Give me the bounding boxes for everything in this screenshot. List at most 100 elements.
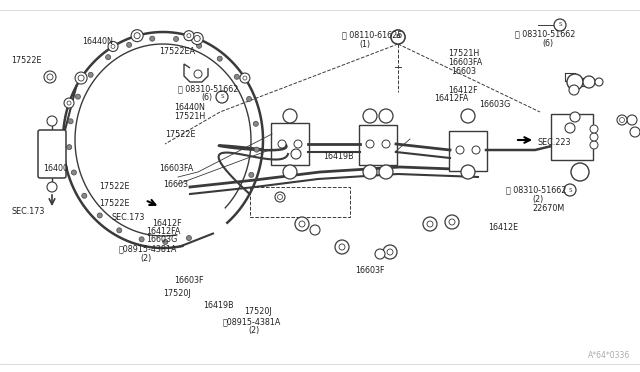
Text: 16603G: 16603G [146, 235, 177, 244]
Circle shape [461, 109, 475, 123]
Circle shape [278, 140, 286, 148]
Circle shape [217, 56, 222, 61]
Circle shape [564, 184, 576, 196]
Circle shape [445, 215, 459, 229]
Circle shape [387, 249, 393, 255]
Text: Ⓢ 08310-51662: Ⓢ 08310-51662 [506, 185, 566, 194]
Text: 17520J: 17520J [244, 307, 272, 316]
Circle shape [583, 76, 595, 88]
Text: 17522E: 17522E [12, 56, 42, 65]
Circle shape [427, 221, 433, 227]
Circle shape [108, 41, 118, 51]
Circle shape [187, 34, 191, 38]
Circle shape [67, 145, 72, 150]
Circle shape [106, 55, 111, 60]
Circle shape [291, 149, 301, 159]
Text: 17521H: 17521H [174, 112, 205, 121]
Text: (6): (6) [543, 39, 554, 48]
Circle shape [173, 36, 179, 42]
Circle shape [278, 195, 282, 199]
Circle shape [163, 240, 168, 244]
Circle shape [567, 74, 583, 90]
Circle shape [78, 75, 84, 81]
Circle shape [194, 70, 202, 78]
Circle shape [253, 121, 259, 126]
Text: 16419B: 16419B [204, 301, 234, 310]
Text: 16603FA: 16603FA [448, 58, 483, 67]
Text: SEC.173: SEC.173 [112, 213, 145, 222]
Text: S: S [568, 187, 572, 192]
Text: 17521H: 17521H [448, 49, 479, 58]
FancyBboxPatch shape [551, 114, 593, 160]
Text: 16412E: 16412E [488, 223, 518, 232]
Circle shape [379, 109, 393, 123]
Circle shape [240, 73, 250, 83]
Circle shape [595, 78, 603, 86]
Text: 16412FA: 16412FA [434, 94, 468, 103]
Circle shape [75, 72, 87, 84]
Circle shape [283, 109, 297, 123]
Circle shape [294, 140, 302, 148]
Text: 16603F: 16603F [174, 276, 204, 285]
Circle shape [47, 116, 57, 126]
Text: 17522EA: 17522EA [159, 47, 195, 56]
Text: 16603: 16603 [163, 180, 188, 189]
Circle shape [382, 140, 390, 148]
Circle shape [590, 133, 598, 141]
Circle shape [423, 217, 437, 231]
Circle shape [571, 163, 589, 181]
Text: Ⓦ08915-4381A: Ⓦ08915-4381A [223, 317, 281, 326]
Text: 16440N: 16440N [82, 37, 113, 46]
Circle shape [243, 76, 247, 80]
Text: S: S [558, 22, 562, 28]
Circle shape [569, 85, 579, 95]
Text: B: B [396, 35, 401, 39]
Circle shape [47, 74, 53, 80]
Circle shape [379, 165, 393, 179]
Circle shape [134, 33, 140, 39]
Circle shape [72, 170, 76, 175]
Circle shape [449, 219, 455, 225]
Text: 16412F: 16412F [152, 219, 182, 228]
Circle shape [111, 45, 115, 48]
Text: 16603F: 16603F [355, 266, 385, 275]
Circle shape [216, 91, 228, 103]
Circle shape [565, 123, 575, 133]
Text: 16603G: 16603G [479, 100, 510, 109]
Circle shape [620, 118, 625, 122]
Circle shape [590, 141, 598, 149]
Text: (2): (2) [532, 195, 544, 203]
Circle shape [254, 147, 259, 152]
Text: 16603: 16603 [451, 67, 476, 76]
Circle shape [617, 115, 627, 125]
Text: SEC.173: SEC.173 [12, 207, 45, 216]
Circle shape [88, 72, 93, 77]
Text: 17522E: 17522E [99, 182, 130, 191]
Circle shape [76, 94, 81, 99]
Circle shape [630, 127, 640, 137]
Text: 22670M: 22670M [532, 204, 564, 213]
Circle shape [363, 165, 377, 179]
Circle shape [44, 71, 56, 83]
FancyBboxPatch shape [449, 131, 487, 171]
Circle shape [461, 165, 475, 179]
Circle shape [249, 172, 254, 177]
Text: SEC.223: SEC.223 [538, 138, 571, 147]
FancyBboxPatch shape [359, 125, 397, 165]
Circle shape [196, 43, 202, 48]
Circle shape [67, 101, 71, 105]
Circle shape [472, 146, 480, 154]
Circle shape [68, 119, 73, 124]
Circle shape [191, 32, 204, 45]
Text: Ⓢ 08310-51662: Ⓢ 08310-51662 [178, 84, 238, 93]
Text: 16412F: 16412F [448, 86, 477, 94]
Text: 17522E: 17522E [165, 130, 196, 139]
Circle shape [299, 221, 305, 227]
Circle shape [456, 146, 464, 154]
Circle shape [116, 228, 122, 233]
Text: 16419B: 16419B [323, 153, 354, 161]
Circle shape [383, 245, 397, 259]
Circle shape [375, 249, 385, 259]
Text: (1): (1) [360, 40, 371, 49]
Circle shape [97, 213, 102, 218]
